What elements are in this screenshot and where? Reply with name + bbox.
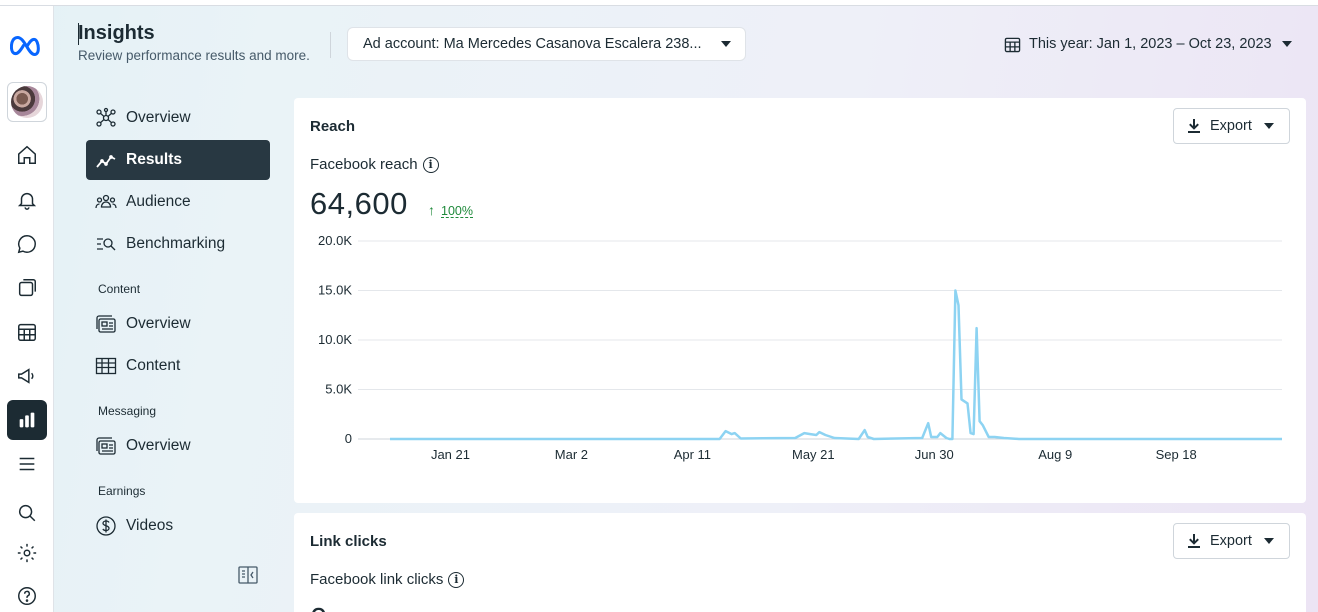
help-icon[interactable] (7, 576, 47, 612)
content-overview-icon (96, 315, 116, 333)
metric-value: 0 (310, 601, 327, 612)
nav-videos[interactable]: Videos (86, 506, 270, 546)
top-border (0, 0, 1318, 6)
ads-icon[interactable] (7, 356, 47, 396)
insights-icon[interactable] (7, 400, 47, 440)
export-button[interactable]: Export (1173, 108, 1290, 144)
table-icon (95, 357, 117, 375)
nav-item-label: Audience (126, 193, 191, 210)
nav-messaging-overview[interactable]: Overview (86, 426, 270, 466)
metric-label-text: Facebook link clicks (310, 571, 444, 588)
nav-section-messaging: Messaging (98, 404, 157, 418)
nav-item-label: Content (126, 357, 181, 374)
nav-item-label: Overview (126, 109, 191, 126)
info-icon[interactable]: i (448, 571, 465, 588)
x-tick-label: Jan 21 (431, 447, 470, 462)
page-subtitle: Review performance results and more. (78, 48, 310, 63)
profile-picture (11, 86, 43, 118)
content-overview-icon (96, 437, 116, 455)
people-icon (95, 194, 117, 209)
chevron-down-icon (1263, 123, 1274, 129)
left-rail (0, 6, 54, 612)
text-cursor (78, 23, 79, 45)
x-tick-label: Sep 18 (1156, 447, 1197, 462)
trend-line-icon (96, 155, 116, 168)
messages-icon[interactable] (7, 224, 47, 264)
collapse-sidebar-button[interactable] (238, 566, 258, 584)
date-range-label: This year: Jan 1, 2023 – Oct 23, 2023 (1029, 36, 1272, 52)
nav-content-overview[interactable]: Overview (86, 304, 270, 344)
info-icon[interactable]: i (422, 156, 439, 173)
home-icon[interactable] (7, 135, 47, 175)
nav-item-label: Overview (126, 437, 191, 454)
chevron-down-icon (1281, 41, 1292, 47)
dollar-icon (96, 516, 116, 536)
ad-account-dropdown[interactable]: Ad account: Ma Mercedes Casanova Escaler… (347, 27, 746, 61)
ad-account-label: Ad account: Ma Mercedes Casanova Escaler… (363, 36, 702, 52)
content-icon[interactable] (7, 268, 47, 308)
metric-label-text: Facebook reach (310, 156, 418, 173)
nav-item-label: Benchmarking (126, 235, 226, 252)
download-icon (1188, 534, 1200, 548)
export-label: Export (1210, 533, 1252, 549)
sidebar-toggle-icon (238, 566, 258, 584)
y-tick-label: 20.0K (318, 233, 352, 248)
date-range-picker[interactable]: This year: Jan 1, 2023 – Oct 23, 2023 (1004, 33, 1292, 55)
nav-section-earnings: Earnings (98, 484, 146, 498)
benchmark-icon (97, 238, 116, 251)
nav-content[interactable]: Content (86, 346, 270, 386)
export-label: Export (1210, 118, 1252, 134)
notifications-icon[interactable] (7, 180, 47, 220)
y-tick-label: 15.0K (318, 283, 352, 298)
network-icon (96, 107, 116, 127)
calendar-icon (1004, 37, 1021, 52)
metric-change: ↑ 100% (428, 202, 473, 218)
avatar[interactable] (7, 82, 47, 122)
card-title: Link clicks (310, 533, 387, 550)
y-tick-label: 0 (345, 431, 352, 446)
search-icon[interactable] (7, 493, 47, 533)
planner-icon[interactable] (7, 312, 47, 352)
settings-icon[interactable] (7, 533, 47, 573)
nav-section-content: Content (98, 282, 141, 296)
metric-value: 64,600 (310, 186, 408, 221)
nav-item-label: Results (126, 151, 182, 168)
y-tick-label: 5.0K (325, 382, 352, 397)
reach-line-chart: 0 5.0K 10.0K 15.0K 20.0K Jan 21 Mar 2 Apr 11 May… (318, 233, 1282, 462)
link-clicks-card: Link clicks Export Facebook link clicks … (294, 513, 1306, 612)
chevron-down-icon (1263, 538, 1274, 544)
header-divider (330, 32, 331, 58)
x-tick-label: Aug 9 (1038, 447, 1072, 462)
x-tick-label: Mar 2 (555, 447, 588, 462)
export-button[interactable]: Export (1173, 523, 1290, 559)
card-title: Reach (310, 118, 356, 135)
menu-icon[interactable] (7, 444, 47, 484)
nav-item-label: Videos (126, 517, 174, 534)
x-tick-label: Apr 11 (674, 447, 711, 462)
download-icon (1188, 119, 1200, 133)
x-tick-label: May 21 (792, 447, 835, 462)
nav-overview[interactable]: Overview (86, 98, 270, 138)
nav-benchmarking[interactable]: Benchmarking (86, 224, 270, 264)
series-line-reach[interactable] (390, 289, 1282, 441)
chevron-down-icon (721, 41, 731, 47)
reach-card: Reach Export Facebook reach i 64,600 ↑ 1… (294, 98, 1306, 503)
meta-logo-icon[interactable] (7, 26, 47, 66)
page-title: Insights (78, 22, 155, 44)
arrow-up-icon: ↑ (428, 202, 435, 218)
nav-audience[interactable]: Audience (86, 182, 270, 222)
nav-results[interactable]: Results (86, 140, 270, 180)
change-percent[interactable]: 100% (441, 204, 473, 218)
nav-item-label: Overview (126, 315, 191, 332)
metric-label: Facebook link clicks i (310, 571, 465, 588)
metric-label: Facebook reach i (310, 156, 439, 173)
x-tick-label: Jun 30 (915, 447, 954, 462)
y-tick-label: 10.0K (318, 332, 352, 347)
